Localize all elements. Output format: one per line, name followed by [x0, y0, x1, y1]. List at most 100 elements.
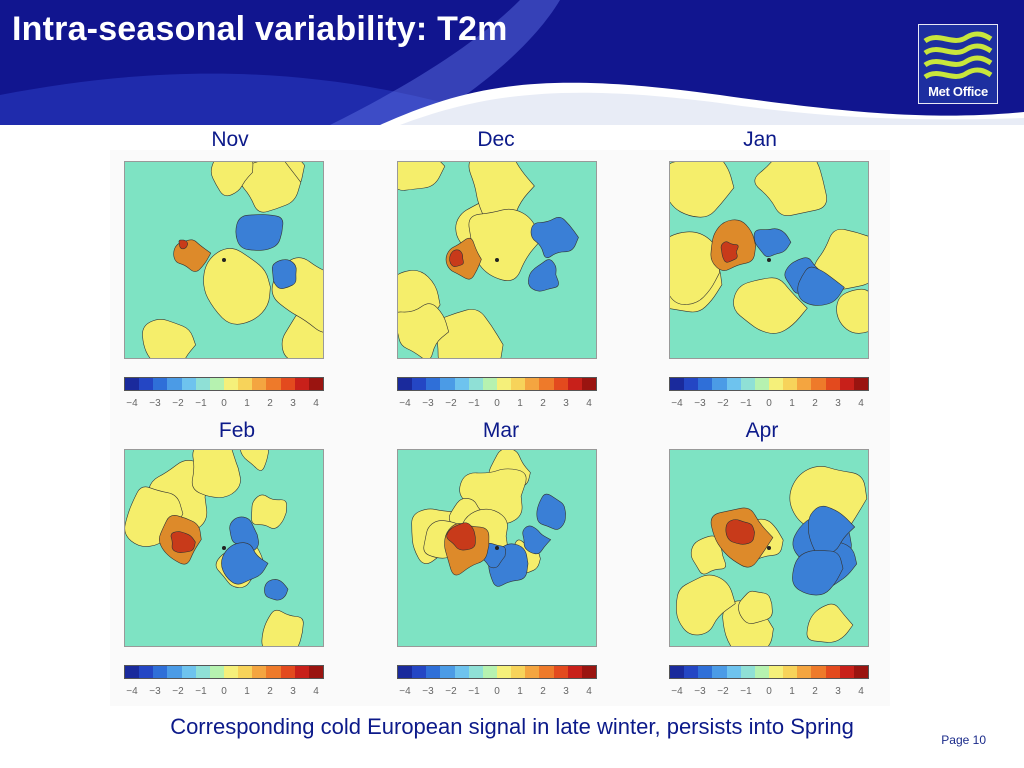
colorbar-swatch: [294, 378, 309, 390]
hot-anomaly-core: [178, 239, 189, 250]
colorbar-ticks: −4 −3 −2 −1 0 1 2 3 4: [669, 398, 869, 412]
colorbar-swatch: [426, 378, 441, 390]
colorbar-swatch: [567, 378, 582, 390]
cold-anomaly: [229, 516, 259, 552]
month-label: Dec: [477, 128, 515, 151]
warm-anomaly: [203, 248, 271, 325]
colorbar-swatch: [797, 378, 812, 390]
colorbar-swatch: [553, 378, 568, 390]
colorbar-swatch: [539, 666, 554, 678]
colorbar-swatch: [496, 666, 512, 678]
t2m-map-mar: [397, 449, 597, 647]
colorbar-swatch: [684, 378, 699, 390]
met-office-logo: Met Office: [918, 24, 998, 104]
colorbar-tick-label: −4: [671, 398, 683, 409]
warm-anomaly: [251, 494, 287, 529]
pole-marker: [767, 258, 771, 262]
colorbar-swatch: [783, 378, 798, 390]
cold-anomaly: [808, 505, 856, 556]
colorbar-swatch: [280, 378, 295, 390]
pole-marker: [495, 258, 499, 262]
colorbar-swatch: [125, 378, 140, 390]
colorbar-swatch: [468, 378, 483, 390]
warm-anomaly: [240, 162, 302, 213]
colorbar-tick-label: −1: [468, 686, 480, 697]
colorbar-swatch: [768, 378, 784, 390]
pole-marker: [495, 546, 499, 550]
colorbar-swatch: [839, 666, 854, 678]
colorbar-swatch: [167, 666, 182, 678]
colorbar-tick-label: 4: [313, 686, 319, 697]
colorbar-swatch: [740, 378, 755, 390]
colorbar-swatch: [726, 666, 741, 678]
colorbar-tick-label: −4: [671, 686, 683, 697]
colorbar-swatch: [712, 378, 727, 390]
t2m-map-apr: [669, 449, 869, 647]
colorbar-tick-label: 1: [244, 686, 250, 697]
header-swoosh: [0, 0, 1024, 125]
colorbar-swatch: [853, 666, 868, 678]
cold-anomaly: [528, 259, 559, 292]
cold-anomaly: [264, 579, 289, 601]
colorbar: [669, 377, 869, 391]
t2m-map-dec: [397, 161, 597, 359]
month-label: Apr: [745, 419, 779, 442]
colorbar-tick-label: 4: [586, 686, 592, 697]
colorbar-swatch: [195, 378, 210, 390]
colorbar-swatch: [223, 378, 239, 390]
colorbar-swatch: [412, 666, 427, 678]
colorbar-swatch: [398, 666, 413, 678]
colorbar-tick-label: −3: [694, 686, 706, 697]
colorbar-swatch: [525, 378, 540, 390]
colorbar-ticks: −4 −3 −2 −1 0 1 2 3 4: [124, 686, 324, 700]
colorbar-swatch: [698, 378, 713, 390]
slide-title: Intra-seasonal variability: T2m: [12, 10, 508, 48]
colorbar-swatch: [525, 666, 540, 678]
warm-anomaly: [240, 450, 269, 471]
colorbar-tick-label: 0: [766, 686, 772, 697]
colorbar-tick-label: −2: [445, 398, 457, 409]
colorbar-swatch: [797, 666, 812, 678]
slide-header: Intra-seasonal variability: T2m Met Offi…: [0, 0, 1024, 125]
cold-anomaly: [522, 525, 552, 555]
cold-anomaly: [753, 228, 792, 257]
colorbar-swatch: [670, 378, 685, 390]
colorbar-tick-label: −2: [445, 686, 457, 697]
colorbar-tick-label: 2: [812, 398, 818, 409]
colorbar-tick-label: −1: [468, 398, 480, 409]
warm-anomaly: [754, 162, 827, 216]
colorbar-swatch: [398, 378, 413, 390]
warm-anomaly: [670, 231, 720, 305]
colorbar-tick-label: 0: [766, 398, 772, 409]
colorbar-swatch: [853, 378, 868, 390]
t2m-map-feb: [124, 449, 324, 647]
colorbar-tick-label: −1: [740, 686, 752, 697]
colorbar-tick-label: −2: [717, 686, 729, 697]
colorbar-ticks: −4 −3 −2 −1 0 1 2 3 4: [397, 398, 597, 412]
warm-anomaly: [210, 162, 254, 197]
hot-anomaly-core: [170, 531, 196, 553]
colorbar-tick-label: 3: [290, 686, 296, 697]
colorbar-tick-label: 3: [835, 686, 841, 697]
slide-caption: Corresponding cold European signal in la…: [170, 714, 854, 739]
colorbar-tick-label: −2: [717, 398, 729, 409]
colorbar-tick-label: 1: [789, 398, 795, 409]
colorbar-swatch: [740, 666, 755, 678]
colorbar-tick-label: −4: [126, 686, 138, 697]
colorbar-swatch: [839, 378, 854, 390]
colorbar-tick-label: 3: [563, 686, 569, 697]
colorbar-tick-label: 4: [586, 398, 592, 409]
colorbar-tick-label: 3: [835, 398, 841, 409]
warm-anomaly: [676, 574, 736, 636]
colorbar-swatch: [539, 378, 554, 390]
colorbar-tick-label: 3: [290, 398, 296, 409]
colorbar-swatch: [670, 666, 685, 678]
colorbar-tick-label: 1: [789, 686, 795, 697]
colorbar-swatch: [167, 378, 182, 390]
colorbar-swatch: [454, 378, 469, 390]
colorbar-swatch: [511, 666, 526, 678]
warm-anomaly: [836, 288, 868, 334]
month-label: Nov: [211, 128, 249, 151]
colorbar-tick-label: 1: [517, 686, 523, 697]
hot-anomaly-core: [449, 249, 464, 268]
